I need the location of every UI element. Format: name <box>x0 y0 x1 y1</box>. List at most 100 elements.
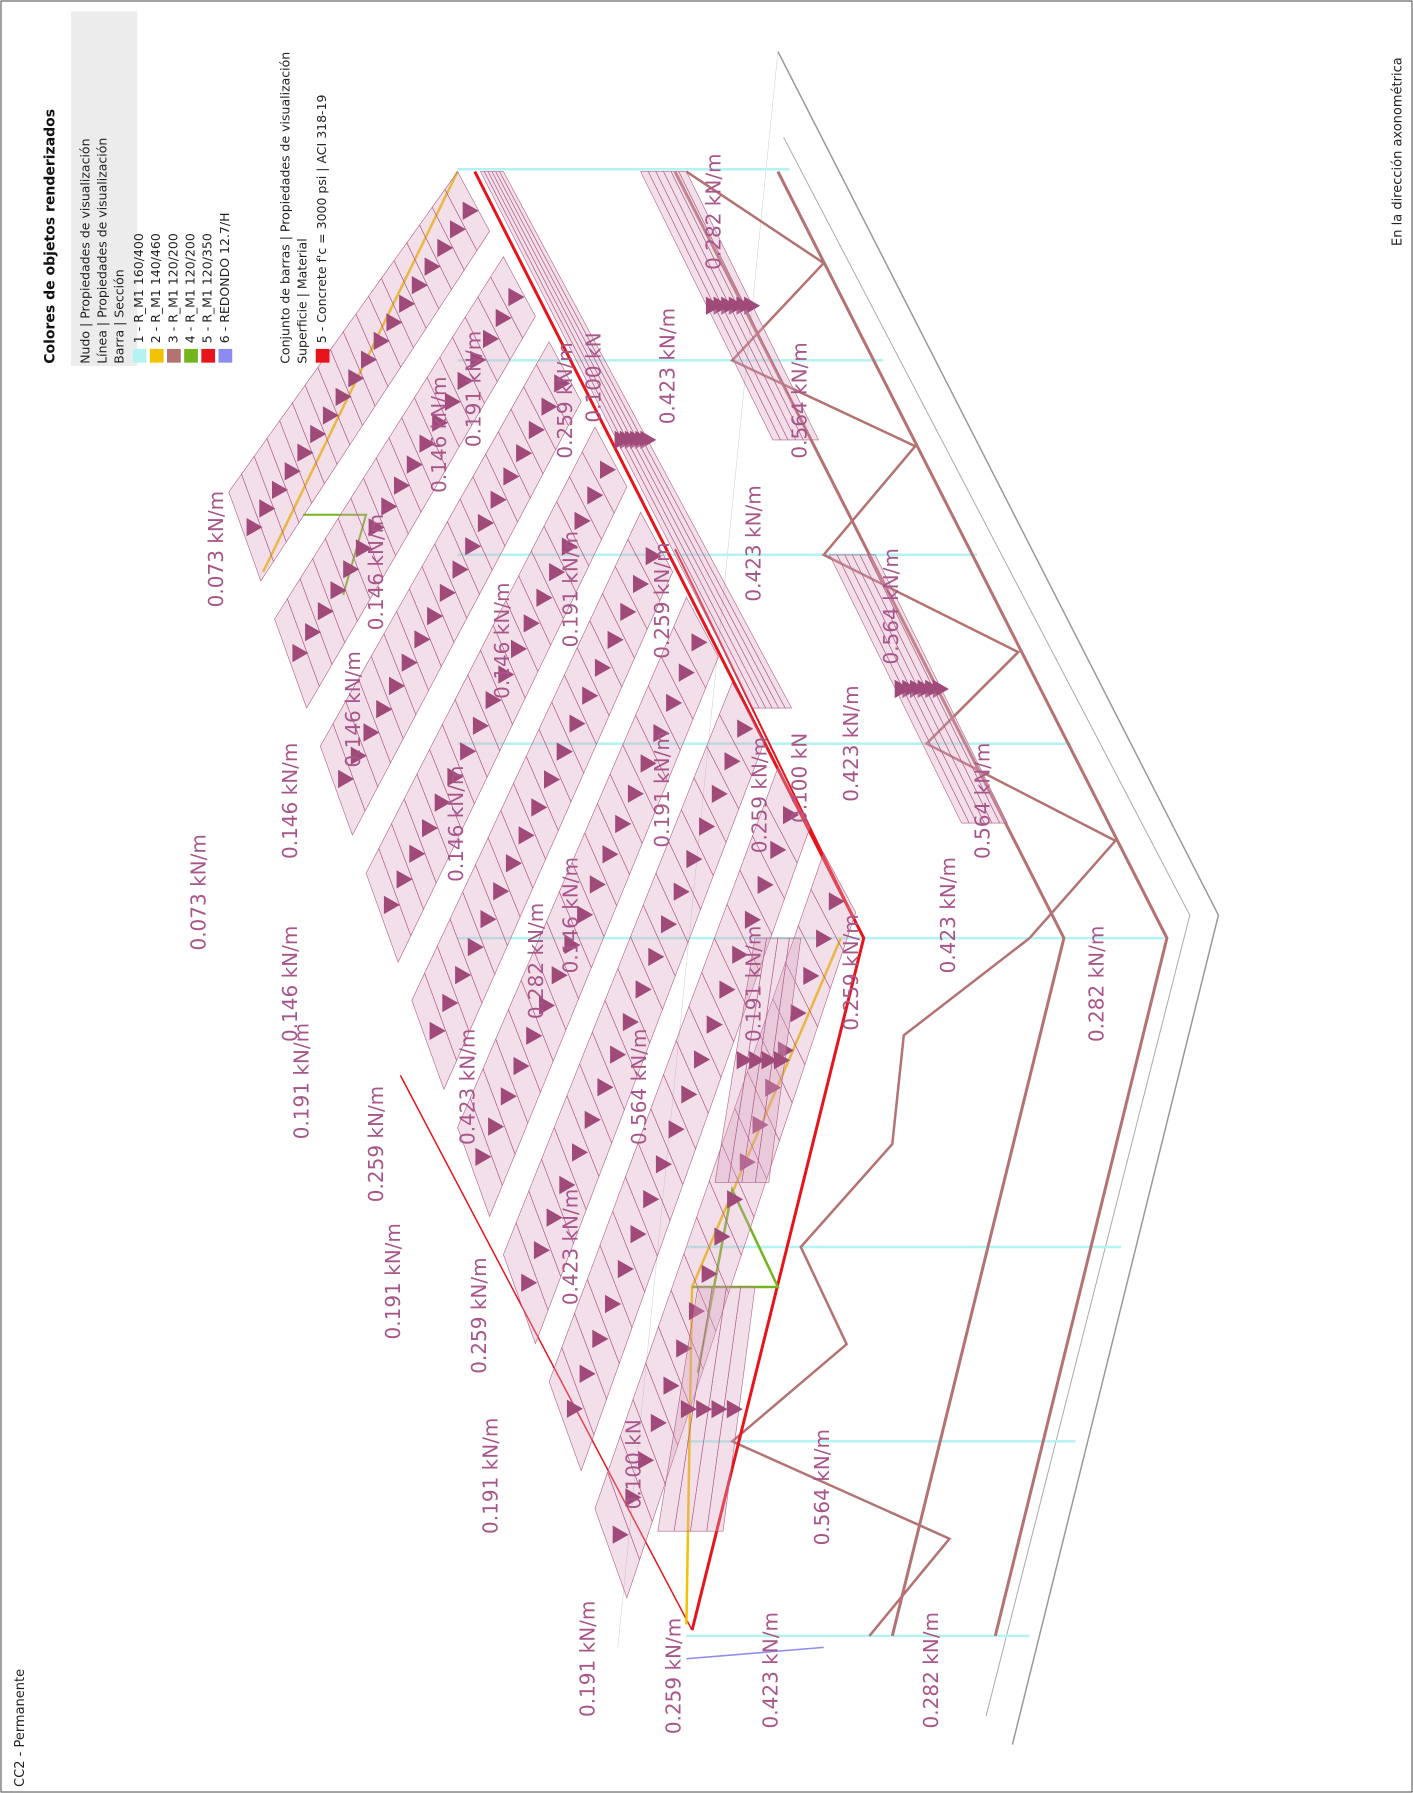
load-arrow <box>523 614 540 633</box>
label: Conjunto de barras | Propiedades de visu… <box>278 52 293 364</box>
load-arrow <box>582 686 599 705</box>
plate-outline <box>617 51 779 1648</box>
label: 0.259 kN/m <box>467 1257 491 1373</box>
load-arrow <box>607 630 624 649</box>
frame-beam <box>674 548 865 939</box>
load-arrow <box>541 397 558 416</box>
load-arrow <box>732 945 749 964</box>
label: 0.423 kN/m <box>839 685 863 801</box>
load-arrow <box>620 602 637 621</box>
label: Línea | Propiedades de visualización <box>94 138 109 364</box>
load-arrow <box>686 849 703 869</box>
load-arrow <box>602 845 619 864</box>
label: 1 - R_M1 160/400 <box>131 233 146 343</box>
load-arrow <box>452 560 469 579</box>
load-arrow <box>711 784 728 803</box>
label: 0.191 kN/m <box>461 331 485 447</box>
load-arrow <box>724 752 741 771</box>
load-arrow <box>394 476 411 495</box>
load-arrow <box>546 1208 563 1227</box>
load-arrow <box>322 406 339 425</box>
load-arrow <box>625 1488 642 1507</box>
label: 5 - Concrete f'c = 3000 psi | ACI 318-19 <box>314 94 329 343</box>
load-arrow <box>338 769 355 789</box>
load-arrow <box>661 915 677 934</box>
load-arrow <box>462 201 479 220</box>
label: Barra | Sección <box>112 269 127 364</box>
load-arrow <box>761 1051 778 1070</box>
load-arrow <box>490 490 507 509</box>
label: 0.073 kN/m <box>187 834 211 950</box>
load-arrow <box>594 658 611 677</box>
load-arrow <box>739 1153 756 1172</box>
load-arrow <box>559 1175 576 1195</box>
legend-swatch <box>149 348 164 363</box>
legend-swatch <box>184 348 198 363</box>
load-arrow <box>531 798 548 817</box>
load-arrow <box>511 639 527 659</box>
label: En la dirección axonométrica <box>1390 57 1405 246</box>
label: 0.146 kN/m <box>559 857 583 973</box>
load-arrow <box>401 653 418 672</box>
load-arrow <box>467 937 484 957</box>
load-arrow <box>480 910 497 929</box>
load-arrow <box>566 1399 583 1418</box>
load-arrow <box>389 676 405 696</box>
load-arrow <box>770 840 787 860</box>
load-arrow <box>600 460 616 479</box>
load-arrow <box>450 220 466 239</box>
load-arrow <box>485 691 502 710</box>
load-arrow <box>414 630 431 649</box>
label: 0.259 kN/m <box>553 342 577 458</box>
load-arrow <box>714 1227 731 1246</box>
load-arrow <box>411 276 428 295</box>
loads <box>228 171 1008 1599</box>
load-arrow <box>526 1026 543 1045</box>
load-arrow <box>350 746 367 765</box>
legend-swatch <box>201 348 216 363</box>
load-arrow <box>706 1015 723 1034</box>
load-arrow <box>572 1143 588 1162</box>
load-arrow <box>774 1051 790 1070</box>
load-arrow <box>622 1012 639 1032</box>
label: 0.100 kN <box>787 733 811 823</box>
load-arrow <box>516 444 533 463</box>
load-arrow <box>635 980 652 999</box>
load-arrow <box>363 723 380 742</box>
load-arrow <box>396 870 413 889</box>
load-arrow <box>711 1400 728 1419</box>
label: 0.146 kN/m <box>364 514 388 630</box>
load-arrow <box>272 480 288 499</box>
load-arrow <box>705 296 722 315</box>
load-arrow <box>442 993 459 1013</box>
legend-box <box>70 11 138 367</box>
load-arrow <box>676 1339 693 1358</box>
load-arrow <box>694 1050 710 1069</box>
load-arrow <box>419 434 436 453</box>
label: Nudo | Propiedades de visualización <box>77 138 92 363</box>
load-arrow <box>589 875 606 894</box>
legend-swatch <box>315 348 330 363</box>
load-arrow <box>617 1259 634 1279</box>
truss-web <box>729 937 1031 1637</box>
label: 2 - R_M1 140/460 <box>148 233 163 343</box>
load-arrow <box>592 1329 609 1348</box>
plate-outline <box>783 137 1191 1717</box>
load-arrow <box>381 497 398 516</box>
load-arrow <box>500 1087 517 1106</box>
load-arrow <box>655 1155 672 1174</box>
load-arrow <box>429 1021 446 1040</box>
load-arrow <box>640 754 657 773</box>
load-arrow <box>498 665 515 684</box>
label: 0.423 kN/m <box>456 1029 480 1145</box>
load-arrow <box>539 996 555 1015</box>
label: 0.146 kN/m <box>278 743 302 859</box>
load-arrow <box>544 770 561 789</box>
load-arrow <box>457 371 474 390</box>
load-arrow <box>335 387 352 406</box>
load-arrow <box>422 819 438 838</box>
label: 0.423 kN/m <box>742 485 766 601</box>
load-arrow <box>246 518 263 537</box>
load-arrow <box>437 238 454 258</box>
